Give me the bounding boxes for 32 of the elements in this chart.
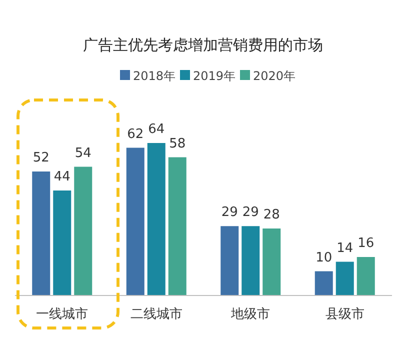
data-label: 44 [54,170,70,184]
x-tick-label: 县级市 [325,307,364,322]
x-tick-label: 地级市 [230,307,270,322]
bar [242,226,260,295]
bar [220,226,239,295]
bar [262,228,281,295]
data-label: 14 [336,240,354,256]
bar [356,257,375,295]
data-label: 16 [358,236,374,251]
data-label: 62 [127,126,144,142]
x-tick-label: 一线城市 [36,307,88,322]
data-label: 52 [32,150,50,166]
chart-title: 广告主优先考虑增加营销费用的市场 [83,36,323,54]
data-label: 29 [221,205,238,220]
data-label: 28 [263,208,280,222]
legend-label: 2018年 [133,69,176,83]
bar [314,271,333,295]
x-tick-label: 二线城市 [130,307,182,322]
data-label: 29 [242,205,259,220]
legend-label: 2019年 [193,69,236,83]
bar [168,157,186,295]
data-label: 10 [316,250,332,266]
data-label: 54 [74,146,92,161]
bar [336,262,354,295]
bar [32,172,50,295]
bar [53,190,72,295]
bar [147,143,166,295]
bar [126,148,144,295]
data-label: 58 [169,136,186,152]
data-label: 64 [148,122,165,137]
bar [74,166,92,295]
legend-label: 2020年 [253,69,296,83]
